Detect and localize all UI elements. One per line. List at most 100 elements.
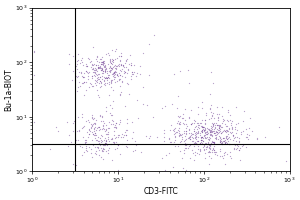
Point	[229, 127, 234, 130]
Point	[104, 81, 109, 85]
Point	[112, 147, 117, 151]
Point	[111, 60, 116, 63]
Point	[83, 80, 88, 84]
Point	[218, 128, 222, 131]
Point	[121, 65, 126, 68]
Point	[206, 138, 211, 142]
Point	[203, 128, 208, 131]
Point	[227, 142, 232, 145]
Point	[226, 109, 231, 112]
Point	[118, 118, 122, 122]
Point	[118, 121, 123, 124]
Point	[121, 72, 126, 75]
Point	[197, 126, 202, 129]
Point	[98, 65, 103, 68]
Point	[113, 140, 118, 143]
Point	[216, 124, 221, 127]
Point	[112, 72, 116, 75]
Point	[202, 135, 207, 138]
Point	[102, 76, 107, 79]
Point	[104, 76, 109, 79]
Point	[102, 59, 107, 62]
Point	[86, 72, 91, 75]
Point	[187, 137, 192, 140]
Point	[89, 64, 94, 67]
Point	[104, 149, 109, 152]
Point	[107, 93, 112, 96]
Point	[125, 71, 130, 75]
Point	[100, 158, 105, 161]
Point	[92, 69, 96, 72]
Point	[118, 74, 122, 77]
Point	[94, 74, 99, 77]
Point	[94, 127, 99, 130]
Point	[112, 134, 117, 137]
Point	[111, 70, 116, 73]
Point	[176, 115, 181, 119]
Point	[89, 131, 94, 134]
Point	[116, 74, 121, 77]
Point	[194, 130, 198, 133]
Point	[217, 126, 222, 130]
Point	[219, 114, 224, 118]
Point	[94, 88, 99, 91]
Point	[218, 140, 223, 143]
Point	[161, 139, 166, 143]
Point	[125, 138, 130, 141]
Point	[193, 151, 198, 154]
Point	[71, 55, 76, 58]
Point	[48, 147, 53, 151]
Point	[178, 149, 182, 153]
Point	[197, 152, 202, 155]
Point	[241, 129, 246, 132]
Point	[221, 129, 226, 132]
Point	[199, 129, 204, 132]
Point	[200, 125, 205, 128]
Point	[204, 148, 209, 151]
Point	[96, 126, 101, 129]
Point	[159, 106, 164, 110]
Point	[212, 126, 217, 129]
Point	[129, 70, 134, 73]
Point	[102, 141, 107, 144]
Point	[110, 72, 115, 75]
Point	[112, 125, 117, 128]
Point	[199, 136, 203, 139]
Point	[222, 118, 226, 121]
Point	[111, 73, 116, 76]
Point	[226, 119, 230, 123]
Point	[202, 143, 206, 146]
Point	[88, 122, 93, 125]
Point	[123, 105, 128, 108]
Point	[209, 129, 214, 132]
Point	[162, 169, 167, 172]
Point	[118, 62, 123, 65]
Point	[129, 77, 134, 80]
Point	[86, 120, 91, 124]
Point	[217, 124, 221, 127]
Point	[105, 136, 110, 139]
Point	[191, 122, 196, 125]
Point	[89, 113, 94, 116]
Point	[228, 131, 233, 134]
Point	[206, 137, 211, 141]
Point	[181, 122, 185, 125]
Point	[87, 145, 92, 148]
Point	[106, 75, 110, 78]
Point	[90, 125, 95, 128]
Point	[195, 142, 200, 145]
Point	[246, 137, 251, 140]
Point	[178, 122, 182, 125]
Point	[92, 122, 97, 125]
Point	[105, 137, 110, 140]
Point	[210, 141, 215, 144]
Point	[179, 139, 184, 143]
Point	[199, 136, 204, 139]
Point	[196, 112, 201, 115]
Point	[200, 107, 204, 110]
Point	[80, 145, 84, 148]
Point	[219, 142, 224, 146]
Point	[229, 127, 234, 130]
Point	[90, 116, 95, 119]
Point	[199, 136, 203, 139]
